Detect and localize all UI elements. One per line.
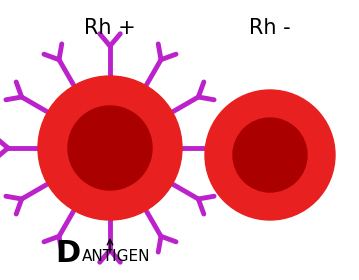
Circle shape xyxy=(205,90,335,220)
Text: Rh +: Rh + xyxy=(84,18,136,38)
Text: ANTIGEN: ANTIGEN xyxy=(82,249,150,264)
Circle shape xyxy=(233,118,307,192)
Circle shape xyxy=(68,106,152,190)
Text: Rh -: Rh - xyxy=(249,18,291,38)
Text: D: D xyxy=(55,239,80,268)
Circle shape xyxy=(38,76,182,220)
